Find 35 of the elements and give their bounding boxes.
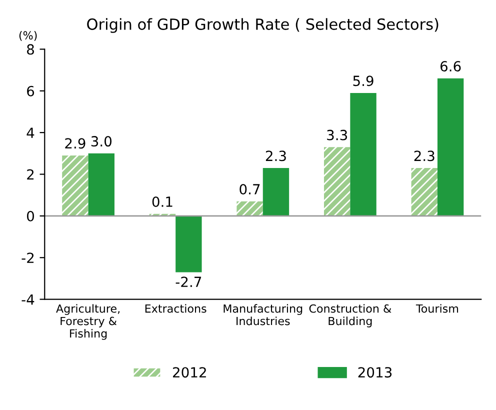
bar	[88, 153, 114, 216]
y-axis-title: (%)	[19, 30, 37, 41]
data-label: 2.9	[65, 138, 86, 149]
bar	[411, 168, 438, 216]
bar	[262, 168, 290, 216]
legend-label: 2012	[172, 367, 206, 378]
x-tick-label: Agriculture, Forestry & Fishing	[56, 304, 120, 340]
y-tick-label: -4	[22, 294, 34, 305]
bar	[350, 92, 376, 216]
y-tick-label: -2	[22, 252, 34, 263]
x-tick-label: Construction & Building	[309, 304, 392, 328]
data-label: 3.3	[327, 130, 348, 140]
legend-label: 2013	[358, 367, 392, 378]
x-tick-label: Extractions	[145, 304, 206, 313]
data-label: 0.1	[152, 196, 172, 207]
bar	[236, 201, 263, 216]
data-label: -2.7	[176, 276, 202, 287]
y-tick-label: 4	[26, 128, 34, 138]
data-label: 6.6	[440, 61, 461, 72]
y-tick-label: 6	[27, 86, 34, 96]
bar	[324, 147, 350, 216]
x-tick-label: Manufacturing Industries	[224, 304, 302, 326]
data-label: 3.0	[91, 136, 112, 147]
data-label: 5.9	[353, 76, 374, 86]
y-tick-label: 0	[26, 210, 34, 222]
bar	[62, 155, 88, 216]
bar	[176, 216, 202, 272]
data-label: 2.3	[266, 150, 286, 162]
chart-title: Origin of GDP Growth Rate ( Selected Sectors)	[87, 18, 438, 33]
x-tick-label: Tourism	[416, 304, 458, 313]
bar	[437, 78, 464, 216]
data-label: 2.3	[414, 150, 434, 162]
y-tick-label: 8	[27, 44, 34, 55]
data-label: 0.7	[240, 184, 260, 194]
y-tick-label: 2	[27, 169, 34, 180]
